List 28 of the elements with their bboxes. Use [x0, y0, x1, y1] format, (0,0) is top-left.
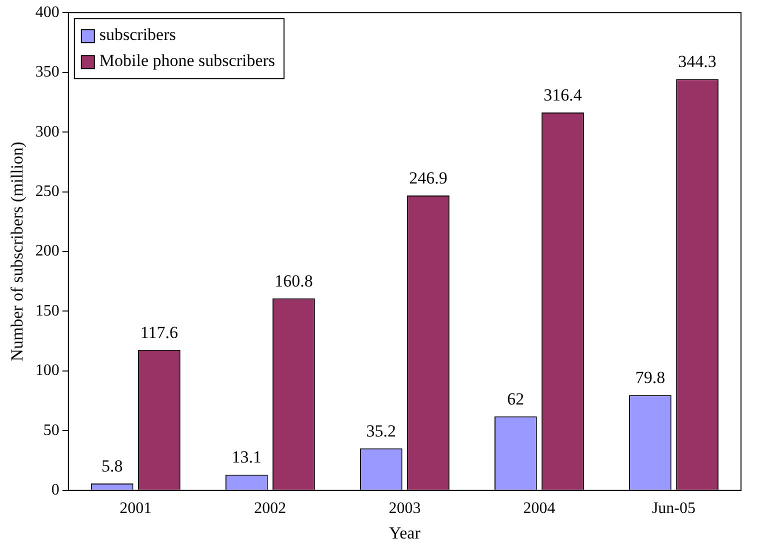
data-label: 79.8	[635, 368, 666, 388]
y-tick-label: 150	[35, 302, 60, 320]
data-label: 117.6	[140, 322, 178, 342]
y-tick-label: 200	[35, 242, 60, 260]
y-tick-label: 250	[35, 182, 60, 200]
y-tick-label: 300	[35, 123, 60, 140]
data-label: 160.8	[274, 271, 313, 290]
data-label: 62	[507, 389, 524, 408]
legend-label: Mobile phone subscribers	[99, 51, 276, 70]
x-tick-label: 2001	[120, 500, 152, 518]
data-label: 13.1	[232, 448, 262, 467]
data-label: 344.3	[678, 52, 716, 72]
y-tick-label: 0	[51, 482, 60, 499]
y-tick-label: 50	[43, 422, 60, 439]
data-label: 35.2	[366, 421, 396, 440]
y-tick-label: 350	[35, 64, 60, 81]
x-tick-label: 2004	[523, 500, 556, 518]
x-tick-label: 2003	[388, 500, 421, 518]
x-axis-title: Year	[389, 523, 421, 542]
y-axis-title: Number of subscribers (million)	[8, 142, 27, 362]
y-tick-label: 400	[35, 4, 60, 21]
data-label: 5.8	[101, 456, 123, 476]
data-label: 246.9	[409, 168, 448, 188]
data-label: 316.4	[544, 85, 582, 104]
x-tick-label: 2002	[254, 500, 286, 518]
legend-label: subscribers	[99, 25, 176, 44]
y-tick-label: 100	[35, 362, 60, 380]
x-tick-label: Jun-05	[652, 500, 696, 518]
